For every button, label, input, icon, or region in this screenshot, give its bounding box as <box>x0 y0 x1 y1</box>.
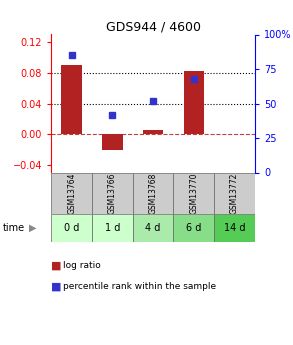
Bar <box>92 214 133 242</box>
Bar <box>92 172 133 214</box>
Text: ■: ■ <box>51 282 62 291</box>
Text: ▶: ▶ <box>29 223 37 233</box>
Bar <box>62 65 82 134</box>
Bar <box>102 134 122 149</box>
Text: 4 d: 4 d <box>145 223 161 233</box>
Bar <box>143 130 163 134</box>
Text: log ratio: log ratio <box>63 261 101 270</box>
Text: 14 d: 14 d <box>224 223 245 233</box>
Text: 0 d: 0 d <box>64 223 79 233</box>
Bar <box>51 214 92 242</box>
Bar <box>133 214 173 242</box>
Text: percentile rank within the sample: percentile rank within the sample <box>63 282 216 291</box>
Title: GDS944 / 4600: GDS944 / 4600 <box>105 20 201 33</box>
Text: GSM13764: GSM13764 <box>67 173 76 214</box>
Text: GSM13770: GSM13770 <box>189 173 198 214</box>
Bar <box>214 172 255 214</box>
Text: 1 d: 1 d <box>105 223 120 233</box>
Bar <box>184 71 204 134</box>
Text: GSM13766: GSM13766 <box>108 173 117 214</box>
Text: GSM13772: GSM13772 <box>230 173 239 214</box>
Text: 6 d: 6 d <box>186 223 202 233</box>
Bar <box>51 172 92 214</box>
Bar <box>173 172 214 214</box>
Bar <box>133 172 173 214</box>
Text: time: time <box>3 223 25 233</box>
Bar <box>173 214 214 242</box>
Text: GSM13768: GSM13768 <box>149 173 158 214</box>
Bar <box>214 214 255 242</box>
Text: ■: ■ <box>51 261 62 270</box>
